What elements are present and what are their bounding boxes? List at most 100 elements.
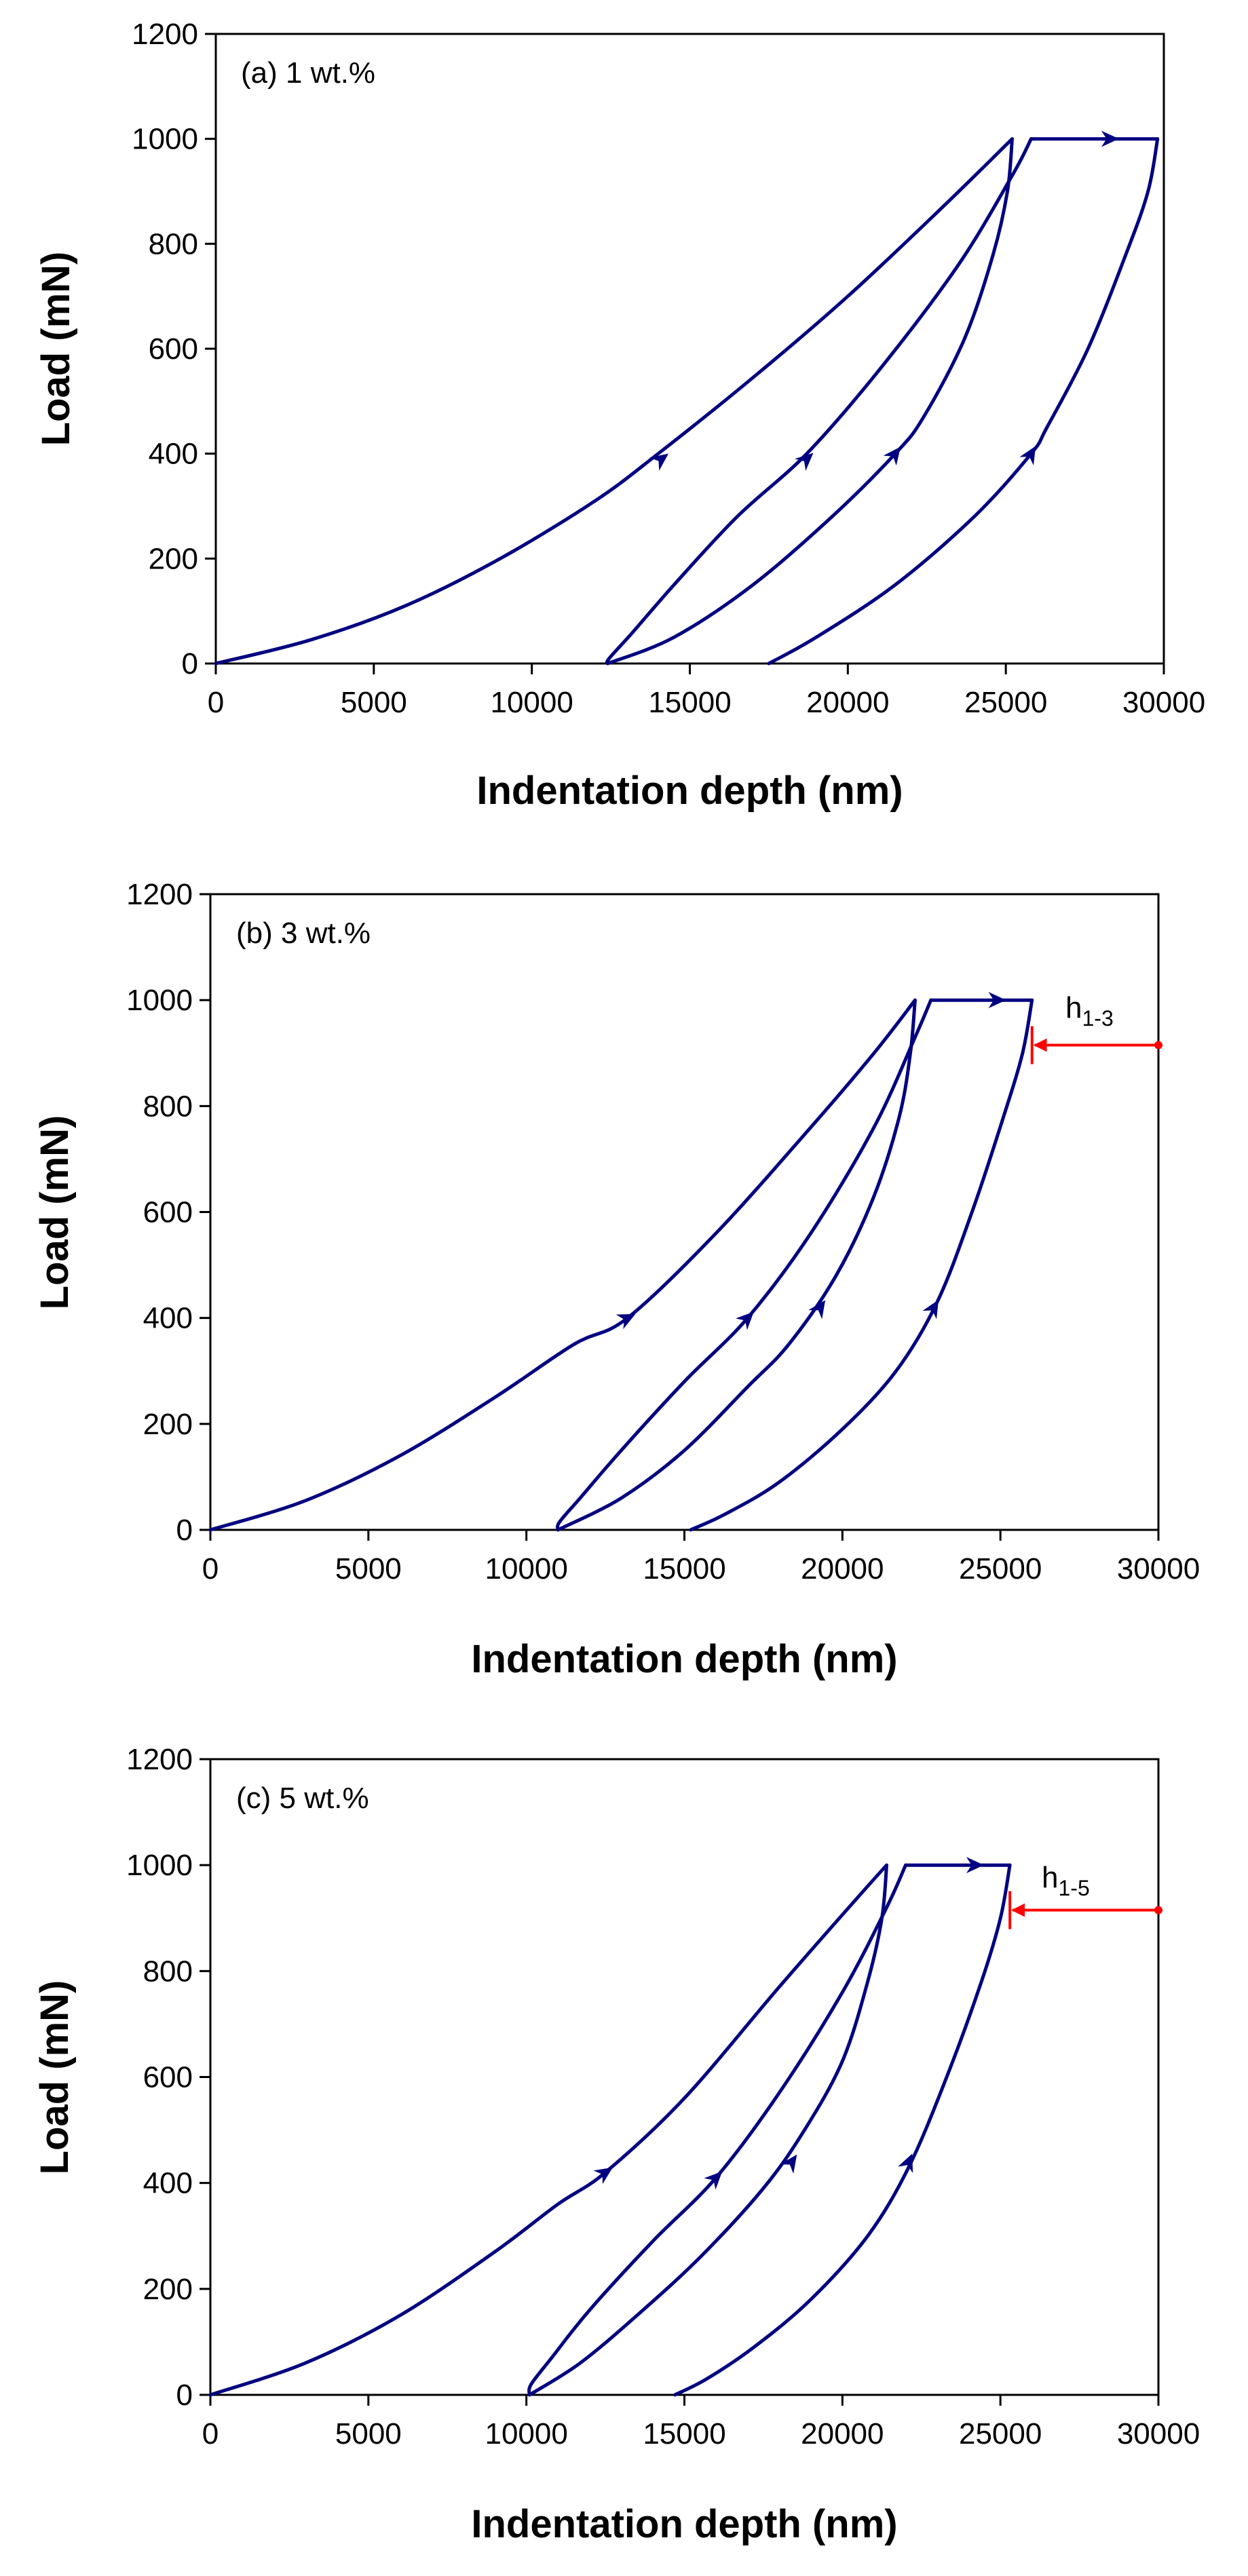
direction-arrow bbox=[735, 1311, 754, 1330]
curve-reloading-2 bbox=[555, 998, 933, 1532]
direction-arrows bbox=[616, 992, 1006, 1330]
x-tick-label: 30000 bbox=[1117, 1552, 1200, 1585]
panel-label: (a) 1 wt.% bbox=[241, 56, 375, 90]
y-tick-label: 600 bbox=[143, 2061, 193, 2094]
annotation-label: h1-5 bbox=[1042, 1861, 1090, 1900]
y-tick-label: 400 bbox=[149, 438, 198, 471]
x-axis-title: Indentation depth (nm) bbox=[471, 2502, 897, 2546]
y-tick-label: 600 bbox=[143, 1196, 193, 1229]
y-tick-label: 800 bbox=[143, 1090, 193, 1123]
y-ticks: 0 200 400 600 800 1000 1200 bbox=[126, 1743, 210, 2412]
panel-label: (c) 5 wt.% bbox=[236, 1782, 369, 1815]
panel-b: 0 200 400 600 800 1000 1200 0 5000 10000 15000 200… bbox=[33, 878, 1200, 1681]
x-tick-label: 10000 bbox=[490, 686, 573, 719]
x-tick-label: 10000 bbox=[485, 2417, 567, 2450]
x-tick-label: 15000 bbox=[643, 2417, 725, 2450]
y-tick-label: 200 bbox=[143, 2273, 193, 2306]
y-axis-title: Load (mN) bbox=[33, 1980, 77, 2175]
x-tick-label: 5000 bbox=[335, 2417, 402, 2450]
annotation-end-dot bbox=[1154, 1041, 1162, 1050]
x-tick-label: 20000 bbox=[806, 686, 889, 719]
curve-loading-1 bbox=[214, 137, 1014, 666]
curve-reloading-2 bbox=[527, 1863, 907, 2397]
x-tick-label: 0 bbox=[202, 1552, 219, 1585]
h1-5-annotation: h1-5 bbox=[1008, 1861, 1162, 1929]
y-tick-label: 800 bbox=[149, 227, 198, 261]
y-tick-label: 200 bbox=[143, 1408, 193, 1441]
annotation-label-main: h bbox=[1065, 991, 1082, 1024]
x-axis-title: Indentation depth (nm) bbox=[476, 769, 903, 813]
y-tick-label: 1000 bbox=[132, 123, 198, 156]
y-tick-label: 1200 bbox=[126, 878, 193, 911]
y-tick-label: 0 bbox=[182, 647, 198, 680]
y-tick-label: 200 bbox=[149, 542, 198, 575]
x-axis-title: Indentation depth (nm) bbox=[471, 1637, 897, 1681]
y-tick-label: 1200 bbox=[126, 1743, 193, 1776]
y-ticks: 0 200 400 600 800 1000 1200 bbox=[132, 18, 216, 680]
curve-reloading-2 bbox=[605, 137, 1033, 666]
x-tick-label: 15000 bbox=[648, 686, 731, 719]
x-tick-label: 25000 bbox=[959, 2417, 1042, 2450]
direction-arrow bbox=[649, 453, 669, 471]
direction-arrow bbox=[704, 2171, 723, 2190]
y-tick-label: 600 bbox=[149, 332, 198, 366]
y-tick-label: 0 bbox=[176, 2379, 193, 2412]
y-tick-label: 400 bbox=[143, 1302, 193, 1335]
x-tick-label: 30000 bbox=[1122, 686, 1205, 719]
x-tick-label: 30000 bbox=[1117, 2417, 1200, 2450]
x-tick-label: 15000 bbox=[643, 1552, 725, 1585]
y-axis-title: Load (mN) bbox=[33, 1115, 77, 1310]
curve-unloading-2 bbox=[767, 137, 1160, 666]
curve-unloading-2 bbox=[673, 1863, 1012, 2397]
x-ticks: 0 5000 10000 15000 20000 25000 30000 bbox=[202, 1530, 1200, 1585]
annotation-label-main: h bbox=[1042, 1861, 1058, 1894]
x-tick-label: 0 bbox=[208, 686, 224, 719]
annotation-label-sub: 1-3 bbox=[1082, 1006, 1113, 1031]
direction-arrows bbox=[593, 1857, 984, 2190]
y-tick-label: 1000 bbox=[126, 1849, 193, 1882]
direction-arrow bbox=[883, 446, 901, 466]
panel-label: (b) 3 wt.% bbox=[236, 917, 371, 950]
x-tick-label: 5000 bbox=[335, 1552, 402, 1585]
y-tick-label: 1000 bbox=[126, 984, 193, 1017]
panel-a: 0 200 400 600 800 1000 1200 0 5000 10000 15000 200… bbox=[34, 18, 1205, 813]
curve-unloading-2 bbox=[689, 998, 1034, 1532]
x-ticks: 0 5000 10000 15000 20000 25000 30000 bbox=[202, 2395, 1200, 2450]
direction-arrow bbox=[922, 1299, 939, 1320]
y-tick-label: 0 bbox=[176, 1514, 193, 1547]
curve-loading-1 bbox=[208, 998, 917, 1532]
y-axis-title: Load (mN) bbox=[34, 252, 78, 446]
curves bbox=[208, 1863, 1012, 2397]
annotation-label-sub: 1-5 bbox=[1058, 1876, 1089, 1900]
direction-arrow bbox=[795, 453, 814, 472]
x-tick-label: 25000 bbox=[964, 686, 1047, 719]
curve-unloading-1 bbox=[556, 998, 917, 1532]
direction-arrow bbox=[780, 2154, 797, 2174]
direction-arrow bbox=[1101, 130, 1119, 147]
curve-unloading-1 bbox=[527, 1863, 888, 2397]
annotation-label: h1-3 bbox=[1065, 991, 1114, 1031]
x-tick-label: 5000 bbox=[341, 686, 407, 719]
direction-arrow bbox=[808, 1300, 826, 1320]
direction-arrow bbox=[616, 1313, 636, 1330]
curves bbox=[208, 998, 1034, 1532]
direction-arrows bbox=[649, 130, 1119, 472]
x-tick-label: 20000 bbox=[801, 1552, 884, 1585]
x-tick-label: 20000 bbox=[801, 2417, 884, 2450]
x-ticks: 0 5000 10000 15000 20000 25000 30000 bbox=[208, 664, 1205, 719]
annotation-end-dot bbox=[1154, 1906, 1162, 1915]
plot-frame bbox=[209, 1758, 1160, 2396]
x-tick-label: 25000 bbox=[959, 1552, 1042, 1585]
h1-3-annotation: h1-3 bbox=[1030, 991, 1162, 1064]
direction-arrow bbox=[1019, 446, 1036, 465]
direction-arrow bbox=[988, 992, 1006, 1009]
x-tick-label: 10000 bbox=[485, 1552, 567, 1585]
direction-arrow bbox=[593, 2167, 613, 2185]
x-tick-label: 0 bbox=[202, 2417, 219, 2450]
panel-c: 0 200 400 600 800 1000 1200 0 5000 10000 15000 200… bbox=[33, 1743, 1200, 2546]
direction-arrow bbox=[966, 1857, 984, 1874]
curves bbox=[214, 137, 1160, 666]
y-ticks: 0 200 400 600 800 1000 1200 bbox=[126, 878, 210, 1547]
y-tick-label: 800 bbox=[143, 1955, 193, 1988]
